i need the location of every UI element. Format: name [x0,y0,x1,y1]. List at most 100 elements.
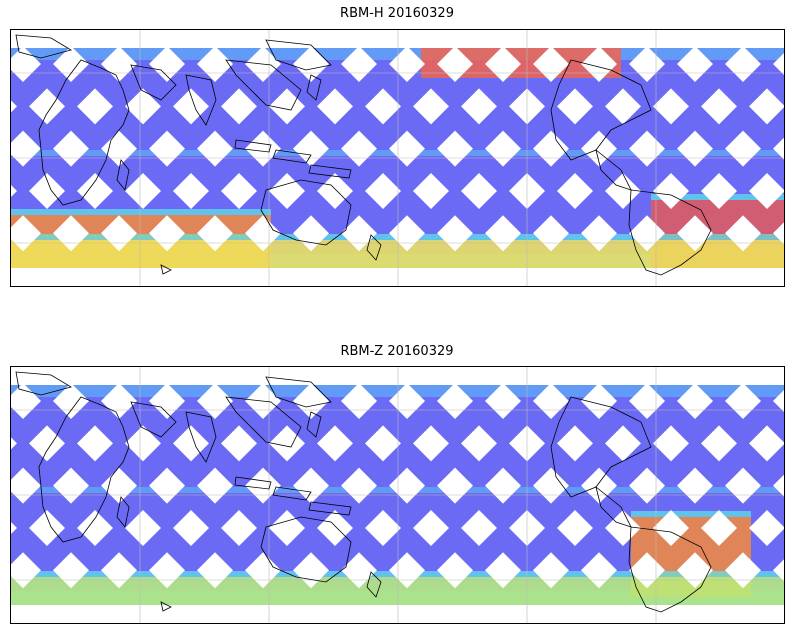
track-gap [677,467,713,504]
coastlines [15,34,712,276]
track-gap [29,509,65,546]
track-gap [653,172,689,209]
track-gap [269,425,305,462]
track-gap [221,425,257,462]
track-gap [485,467,521,504]
track-gap [437,552,473,589]
track-gap [581,215,617,252]
track-gap [701,509,737,546]
track-gap [197,130,233,167]
coastline [234,476,272,490]
track-gap [581,552,617,589]
track-gap [173,509,209,546]
track-gap [11,521,17,534]
track-gap [77,172,113,209]
track-gap [11,552,41,589]
track-gap [725,215,761,252]
track-gap [317,425,353,462]
track-gap [29,172,65,209]
track-gap [11,215,41,252]
track-gap [749,88,784,125]
track-gap [149,467,185,504]
coastline [130,64,177,101]
panel-title-rbm-z: RBM-Z 20160329 [340,344,454,359]
track-gap [581,467,617,504]
track-gap [173,172,209,209]
track-gap [533,215,569,252]
track-gap [77,509,113,546]
coastline [160,264,172,275]
track-gap [101,552,137,589]
track-gap [341,130,377,167]
coastline [116,496,130,528]
map-panel-rbm-z [10,366,785,624]
coastline [15,371,73,396]
track-gap [293,215,329,252]
track-gap [197,552,233,589]
track-gap [245,467,281,504]
coastline [306,411,322,438]
coastline [15,34,73,59]
track-gap [677,215,713,252]
track-gap [701,425,737,462]
track-gap [413,509,449,546]
track-gap [245,130,281,167]
track-gap [725,467,761,504]
track-gap [245,215,281,252]
track-gap [437,215,473,252]
track-gap [557,425,593,462]
track-gap [413,88,449,125]
track-gap [749,425,784,462]
coastline [225,396,302,448]
coastline [265,376,332,408]
track-gap [653,88,689,125]
track-gap [533,130,569,167]
track-gap [101,215,137,252]
track-gap [293,552,329,589]
coastlines [15,371,712,613]
track-gap [341,215,377,252]
track-gap [557,172,593,209]
track-gap [149,130,185,167]
coastline [550,396,652,498]
coastline [628,526,712,613]
track-gap [773,390,784,412]
coastline [234,139,272,153]
coastline [185,74,217,126]
track-gap [749,172,784,209]
track-gap [11,100,17,113]
track-gap [101,130,137,167]
coastline [160,601,172,612]
coastline [550,59,652,161]
track-gap [701,88,737,125]
track-gap [293,467,329,504]
track-gap [197,215,233,252]
track-gap [221,88,257,125]
track-gap [365,509,401,546]
track-gap [701,172,737,209]
track-gap [557,509,593,546]
track-gap [365,88,401,125]
track-gap [773,559,784,582]
track-gap [749,509,784,546]
track-gap [605,425,641,462]
track-gap [773,222,784,245]
track-gap [269,88,305,125]
track-gap [317,172,353,209]
track-gap [485,215,521,252]
track-gap [581,130,617,167]
track-gap [317,88,353,125]
track-gap [485,130,521,167]
track-gap [149,552,185,589]
track-gap [725,130,761,167]
coastline [260,516,352,583]
gradient-edge [631,511,751,517]
map-rbm-z [11,367,784,623]
track-gap [605,172,641,209]
track-gap [101,467,137,504]
track-gap [461,172,497,209]
track-gap [11,184,17,197]
track-gap [221,172,257,209]
map-rbm-h [11,30,784,286]
track-gap [53,552,89,589]
